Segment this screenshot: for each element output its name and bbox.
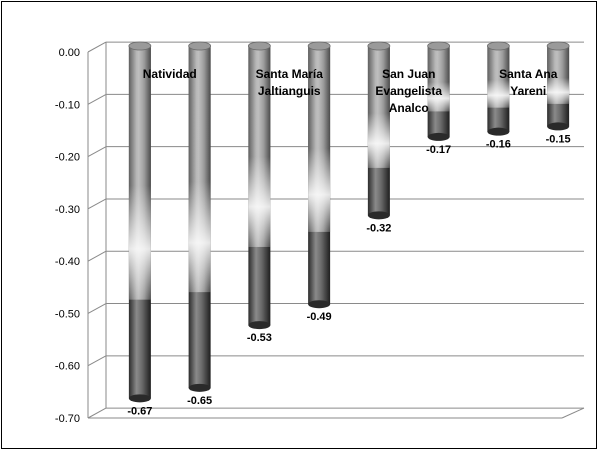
gridline-slant — [87, 250, 107, 262]
category-label: San Juan Evangelista Analco — [375, 67, 442, 115]
bar-bottom — [427, 132, 450, 141]
category-label-line: Evangelista — [375, 84, 442, 98]
gridline-slant — [87, 41, 107, 53]
bar-glow — [128, 46, 151, 300]
data-label: -0.16 — [486, 139, 511, 151]
y-tick-label: -0.70 — [55, 413, 80, 425]
bar-glow — [427, 46, 450, 112]
bar-glow — [248, 46, 271, 247]
gridline-slant — [87, 303, 107, 314]
bar-cylinder — [486, 41, 510, 136]
y-tick-label: -0.50 — [55, 308, 80, 320]
data-label: -0.65 — [187, 395, 212, 407]
data-label: -0.17 — [426, 144, 451, 156]
category-label-line: Yareni — [510, 84, 546, 98]
bar-cylinder — [367, 41, 391, 220]
y-tick-label: -0.20 — [55, 152, 80, 164]
floor-edge-slant — [561, 407, 585, 419]
bar-cylinder — [128, 41, 152, 403]
bar-top — [188, 41, 212, 51]
y-tick-label: -0.30 — [55, 204, 80, 216]
bar-top — [486, 41, 510, 51]
bar-cylinder — [307, 41, 331, 309]
category-label: Natividad — [143, 67, 197, 81]
bar-top — [247, 41, 271, 51]
bar-top — [128, 41, 152, 51]
category-label-line: Santa Ana — [499, 67, 558, 81]
bar-glow — [188, 46, 211, 293]
data-label: -0.32 — [366, 222, 391, 234]
category-label-line: Santa María — [256, 67, 324, 81]
bar-bottom — [188, 383, 211, 392]
category-label: Santa María Jaltianguis — [256, 67, 324, 98]
gridline-slant — [87, 93, 107, 105]
data-label: -0.53 — [247, 332, 272, 344]
y-tick-label: -0.40 — [55, 256, 80, 268]
category-label-line: Jaltianguis — [258, 84, 321, 98]
gridline-slant — [87, 407, 107, 419]
bar-bottom — [128, 394, 151, 403]
category-label-line: San Juan — [382, 67, 435, 81]
bar-glow — [367, 46, 390, 168]
data-label: -0.15 — [546, 133, 571, 145]
bar-top — [307, 41, 331, 51]
bar-top — [427, 41, 451, 51]
gridlines — [87, 41, 584, 419]
category-label-line: Analco — [389, 101, 429, 115]
gridline-slant — [87, 355, 107, 367]
y-tick-label: -0.60 — [55, 361, 80, 373]
bar-cylinder — [546, 41, 570, 131]
gridline-slant — [87, 198, 107, 210]
bar-top — [546, 41, 570, 51]
data-label: -0.67 — [127, 405, 152, 417]
category-label: Santa Ana Yareni — [499, 67, 558, 98]
data-label: -0.49 — [307, 311, 332, 323]
bar-top — [367, 41, 391, 51]
gridline-slant — [87, 146, 107, 158]
bar-bottom — [248, 321, 271, 330]
bar-glow — [487, 46, 510, 108]
y-tick-label: -0.10 — [55, 99, 80, 111]
bar-cylinder — [247, 41, 271, 330]
bar-cylinder — [188, 41, 212, 392]
bar-bottom — [547, 122, 570, 131]
bar-bottom — [308, 300, 331, 309]
y-tick-label: 0.00 — [59, 47, 80, 59]
category-label-line: Natividad — [143, 67, 197, 81]
bar-bottom — [487, 127, 510, 136]
bar-bottom — [367, 211, 390, 220]
bar-cylinder — [427, 41, 451, 141]
bar-glow — [308, 46, 331, 232]
bar-glow — [547, 46, 570, 104]
